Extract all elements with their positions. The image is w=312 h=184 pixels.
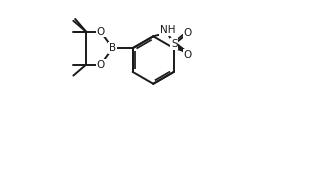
Text: O: O	[97, 60, 105, 70]
Text: S: S	[171, 39, 178, 49]
Text: O: O	[184, 50, 192, 60]
Text: NH: NH	[160, 25, 176, 35]
Text: O: O	[97, 27, 105, 37]
Text: O: O	[184, 28, 192, 38]
Text: B: B	[109, 43, 116, 53]
